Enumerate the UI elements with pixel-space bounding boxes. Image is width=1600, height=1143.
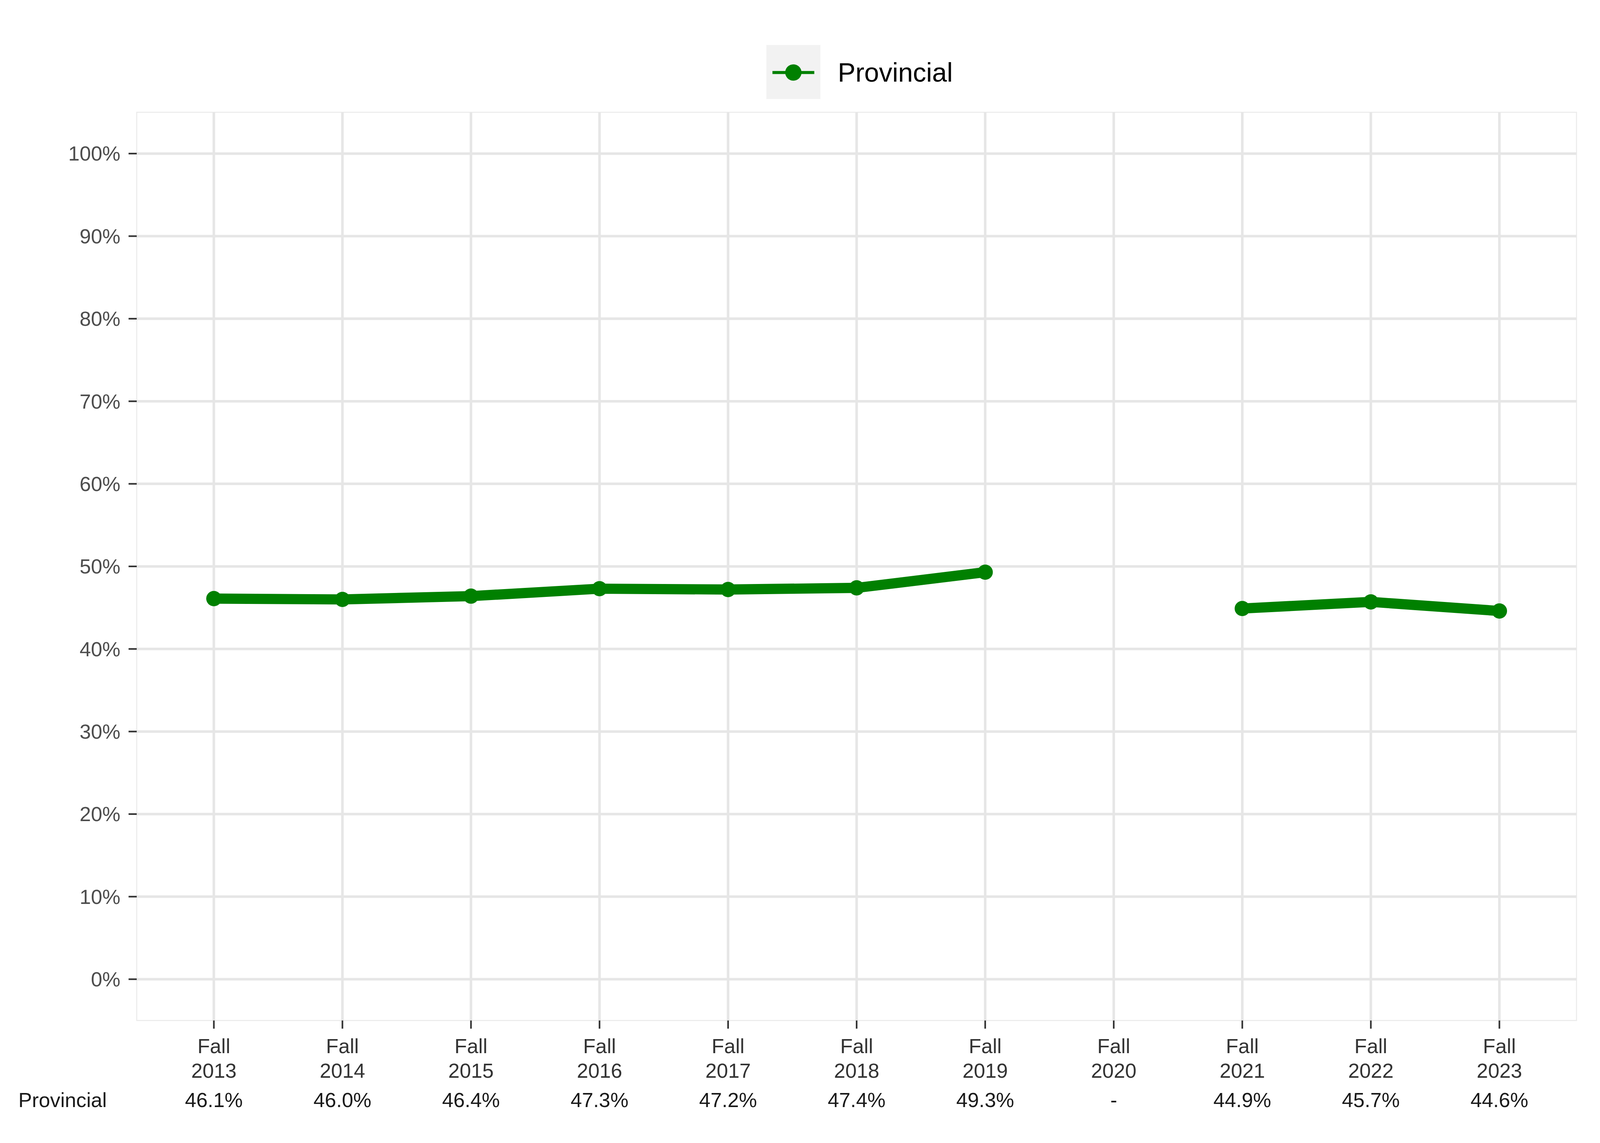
tick-mark (1369, 1020, 1372, 1029)
point (1491, 603, 1508, 619)
y-tick-label: 50% (79, 555, 121, 578)
legend-label: Provincial (837, 57, 953, 88)
grid-line (469, 112, 473, 1021)
x-tick-label: Fall2021 (1219, 1034, 1265, 1083)
y-tick-label: 70% (79, 390, 121, 413)
value-label: 47.3% (570, 1088, 629, 1112)
tick-mark (470, 1020, 472, 1029)
y-tick-label: 90% (79, 225, 121, 248)
tick-mark (1112, 1020, 1115, 1029)
x-tick-label: Fall2020 (1091, 1034, 1137, 1083)
panel (136, 112, 1577, 1021)
tick-mark (212, 1020, 215, 1029)
value-label: 45.7% (1341, 1088, 1400, 1112)
point (463, 588, 479, 604)
value-label: 46.4% (442, 1088, 500, 1112)
grid-line (1369, 112, 1373, 1021)
value-label: 44.6% (1470, 1088, 1529, 1112)
row-label: Provincial (18, 1088, 107, 1112)
tick-mark (341, 1020, 344, 1029)
line (214, 572, 1500, 611)
tick-mark (128, 565, 137, 568)
y-tick-label: 40% (79, 637, 121, 661)
grid-line (726, 112, 730, 1021)
value-label: 46.1% (184, 1088, 243, 1112)
x-tick-label: Fall2013 (191, 1034, 237, 1083)
tick-mark (855, 1020, 858, 1029)
tick-mark (598, 1020, 601, 1029)
y-tick-label: 80% (79, 307, 121, 331)
value-label: - (1110, 1088, 1117, 1112)
value-label: 47.4% (827, 1088, 886, 1112)
tick-mark (128, 235, 137, 237)
x-tick-label: Fall2018 (833, 1034, 880, 1083)
tick-mark (984, 1020, 986, 1029)
tick-mark (128, 813, 137, 815)
tick-mark (128, 730, 137, 733)
plot-area (206, 564, 1508, 619)
grid-line (1241, 112, 1244, 1021)
point (977, 564, 993, 580)
legend-key (766, 44, 821, 99)
value-label: 49.3% (956, 1088, 1015, 1112)
grid-line (1112, 112, 1116, 1021)
point (206, 591, 222, 607)
value-label: 47.2% (699, 1088, 758, 1112)
point (1363, 594, 1379, 610)
x-tick-label: Fall2015 (448, 1034, 494, 1083)
grid-line (341, 112, 344, 1021)
point (334, 591, 350, 608)
tick-mark (128, 152, 137, 155)
y-tick-label: 10% (79, 885, 121, 909)
value-label: 44.9% (1213, 1088, 1272, 1112)
tick-mark (1241, 1020, 1243, 1029)
x-tick-label: Fall2023 (1476, 1034, 1522, 1083)
legend-marker (785, 64, 802, 81)
tick-mark (128, 648, 137, 650)
grid-line (855, 112, 859, 1021)
grid-line (1498, 112, 1501, 1021)
value-label: 46.0% (313, 1088, 372, 1112)
x-tick-label: Fall2019 (962, 1034, 1008, 1083)
tick-mark (128, 895, 137, 898)
grid-line (598, 112, 602, 1021)
y-tick-label: 100% (68, 142, 121, 165)
point (720, 582, 736, 598)
point (848, 580, 865, 596)
y-tick-label: 30% (79, 720, 121, 743)
point (591, 580, 608, 597)
tick-mark (128, 317, 137, 320)
y-tick-label: 60% (79, 472, 121, 496)
tick-mark (727, 1020, 729, 1029)
y-tick-label: 20% (79, 802, 121, 826)
tick-mark (128, 482, 137, 485)
tick-mark (1498, 1020, 1500, 1029)
chart: 0% 10% 20% 30% 40% 50% 60% 70% 80% 90% 100% Fall201… (0, 0, 1600, 1143)
x-tick-label: Fall2016 (576, 1034, 623, 1083)
x-tick-label: Fall2014 (319, 1034, 365, 1083)
tick-mark (128, 978, 137, 981)
point (1234, 600, 1250, 617)
x-tick-label: Fall2017 (705, 1034, 751, 1083)
x-tick-label: Fall2022 (1348, 1034, 1394, 1083)
y-tick-label: 0% (91, 967, 121, 991)
tick-mark (128, 400, 137, 402)
grid-line (212, 112, 216, 1021)
